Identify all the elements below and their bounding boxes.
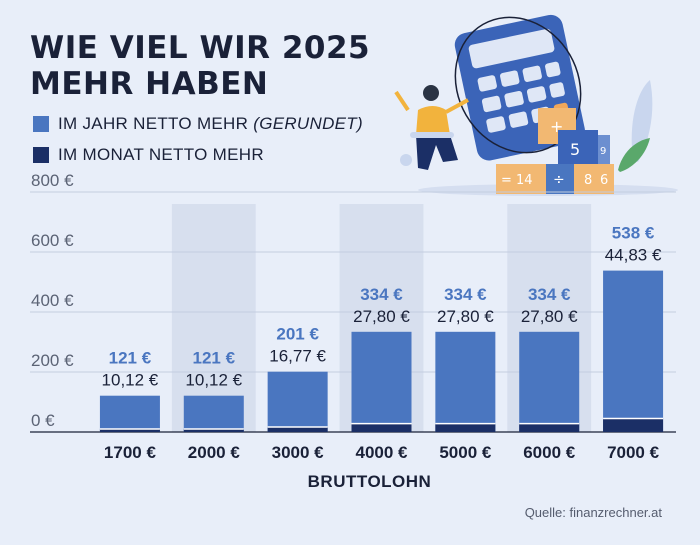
title-line-1: WIE VIEL WIR 2025 (30, 30, 371, 66)
legend-item-year: IM JAHR NETTO MEHR (GERUNDET) (33, 112, 363, 136)
block-key-14: 14 (516, 173, 533, 188)
data-label-year-6: 538 € (612, 224, 655, 243)
x-tick-label-2: 3000 € (272, 443, 325, 462)
data-label-month-1: 10,12 € (185, 371, 242, 390)
data-label-month-4: 27,80 € (437, 307, 494, 326)
block-key-8: 8 (584, 173, 592, 188)
x-tick-label-5: 6000 € (523, 443, 576, 462)
x-tick-label-4: 5000 € (439, 443, 492, 462)
y-tick-label-4: 800 € (31, 171, 74, 190)
bar-year-3 (351, 331, 412, 432)
data-label-year-0: 121 € (109, 349, 152, 368)
block-key-9: 9 (600, 146, 606, 157)
x-tick-label-3: 4000 € (356, 443, 409, 462)
legend-swatch-month (33, 147, 49, 163)
block-key-5: 5 (570, 140, 580, 159)
legend-label-year: IM JAHR NETTO MEHR (GERUNDET) (58, 114, 363, 133)
legend: IM JAHR NETTO MEHR (GERUNDET) IM MONAT N… (33, 112, 363, 174)
legend-note: (GERUNDET) (253, 114, 363, 133)
title-line-2: MEHR HABEN (30, 66, 269, 102)
bar-month-3 (351, 423, 412, 432)
source-note: Quelle: finanzrechner.at (524, 505, 662, 520)
legend-label-month: IM MONAT NETTO MEHR (58, 145, 264, 164)
legend-item-month: IM MONAT NETTO MEHR (33, 143, 363, 167)
bar-year-4 (435, 331, 496, 432)
x-tick-label-0: 1700 € (104, 443, 157, 462)
bar-month-1 (183, 428, 244, 432)
chart-title: WIE VIEL WIR 2025 MEHR HABEN (30, 30, 370, 102)
column-band-1 (171, 204, 256, 432)
calculator-illustration: + 5 9 = 14 ÷ 8 6 (394, 14, 678, 196)
block-key-6: 6 (600, 173, 608, 188)
data-label-month-3: 27,80 € (353, 307, 410, 326)
data-label-year-2: 201 € (276, 325, 319, 344)
block-key-divide: ÷ (553, 172, 565, 188)
x-tick-label-1: 2000 € (188, 443, 241, 462)
bar-month-6 (603, 418, 664, 432)
data-label-year-3: 334 € (360, 285, 403, 304)
bar-month-4 (435, 423, 496, 432)
data-label-year-1: 121 € (193, 349, 236, 368)
legend-swatch-year (33, 116, 49, 132)
data-label-year-4: 334 € (444, 285, 487, 304)
bar-year-2 (267, 371, 328, 432)
block-key-equals: = (501, 173, 512, 188)
x-axis-title: BRUTTOLOHN (308, 472, 432, 491)
data-label-year-5: 334 € (528, 285, 571, 304)
bar-year-0 (99, 395, 160, 432)
data-label-month-5: 27,80 € (521, 307, 578, 326)
data-label-month-0: 10,12 € (102, 371, 159, 390)
data-label-month-2: 16,77 € (269, 347, 326, 366)
y-tick-label-0: 0 € (31, 411, 55, 430)
bar-month-0 (99, 428, 160, 432)
y-tick-label-2: 400 € (31, 291, 74, 310)
bar-year-1 (183, 395, 244, 432)
y-tick-label-3: 600 € (31, 231, 74, 250)
bar-year-5 (519, 331, 580, 432)
data-label-month-6: 44,83 € (605, 246, 662, 265)
x-tick-label-6: 7000 € (607, 443, 660, 462)
y-tick-label-1: 200 € (31, 351, 74, 370)
bar-month-2 (267, 426, 328, 432)
bar-year-6 (603, 270, 664, 432)
bar-month-5 (519, 423, 580, 432)
